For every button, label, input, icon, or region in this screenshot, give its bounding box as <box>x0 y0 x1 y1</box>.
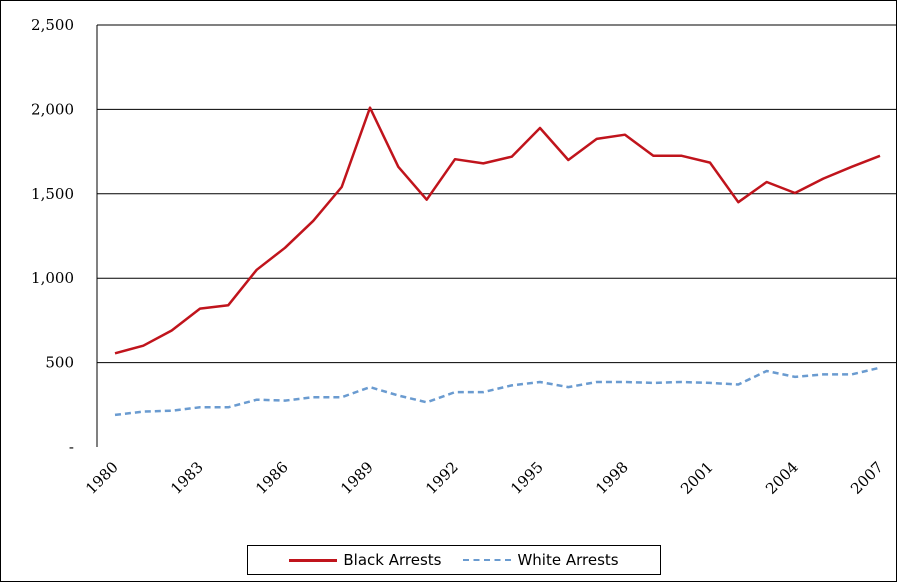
legend-label-white: White Arrests <box>517 551 619 569</box>
series-line-black-arrests <box>114 106 881 355</box>
x-axis-ticks: 1980 1983 1986 1989 1992 1995 1998 2001 2004 2007 <box>82 458 887 498</box>
y-tick-label: - <box>69 438 74 456</box>
y-tick-label: 2,500 <box>31 16 74 34</box>
series-line-white-arrests <box>114 366 881 417</box>
legend-swatch-black <box>289 558 338 562</box>
x-tick-label: 1986 <box>252 458 292 498</box>
y-tick-label: 2,000 <box>31 100 74 118</box>
series-lines <box>114 106 881 417</box>
legend-item-black: Black Arrests <box>289 551 441 569</box>
y-axis-ticks: - 500 1,000 1,500 2,000 2,500 <box>31 16 74 456</box>
y-tick-label: 1,000 <box>31 269 74 287</box>
x-tick-label: 1995 <box>507 458 547 498</box>
gridlines <box>96 24 896 447</box>
x-tick-label: 1989 <box>337 458 377 498</box>
y-tick-label: 1,500 <box>31 185 74 203</box>
x-tick-label: 1992 <box>422 458 462 498</box>
x-tick-label: 1983 <box>167 458 207 498</box>
x-tick-label: 2001 <box>677 458 717 498</box>
legend: Black Arrests White Arrests <box>247 545 661 575</box>
x-tick-label: 1980 <box>82 458 122 498</box>
x-tick-label: 1998 <box>592 458 632 498</box>
legend-swatch-white <box>463 559 512 561</box>
x-tick-label: 2004 <box>762 458 802 498</box>
legend-item-white: White Arrests <box>463 551 619 569</box>
y-tick-label: 500 <box>45 354 74 372</box>
legend-label-black: Black Arrests <box>343 551 442 569</box>
x-tick-label: 2007 <box>847 458 887 498</box>
